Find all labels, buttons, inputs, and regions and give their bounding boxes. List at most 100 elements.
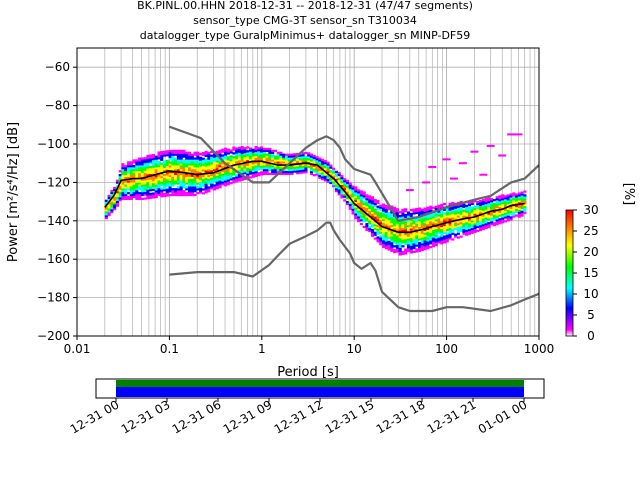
density-cell xyxy=(127,167,130,169)
density-cell xyxy=(421,237,424,239)
density-cell xyxy=(169,183,172,185)
density-cell xyxy=(205,151,208,153)
x-tick-label: 1 xyxy=(258,342,266,356)
density-cell xyxy=(399,236,402,238)
density-cell xyxy=(518,198,521,200)
density-cell xyxy=(216,168,219,170)
density-cell xyxy=(512,192,515,194)
density-cell xyxy=(354,198,357,200)
density-cell xyxy=(146,164,149,166)
density-cell xyxy=(169,179,172,181)
density-cell xyxy=(194,154,197,156)
density-cell xyxy=(335,186,338,188)
density-cell xyxy=(429,233,432,235)
density-cell xyxy=(396,247,399,249)
density-cell xyxy=(279,159,282,161)
density-cell xyxy=(465,226,468,228)
density-cell xyxy=(302,154,305,156)
density-cell xyxy=(429,235,432,237)
density-cell xyxy=(207,154,210,156)
timeline-tick-label: 12-31 09 xyxy=(221,397,275,436)
density-cell xyxy=(390,221,393,223)
density-cell xyxy=(393,249,396,251)
density-cell xyxy=(413,209,416,211)
density-cell xyxy=(135,180,138,182)
density-cell xyxy=(230,155,233,157)
density-cell xyxy=(440,233,443,235)
density-cell xyxy=(490,219,493,221)
density-cell xyxy=(335,188,338,190)
density-cell xyxy=(155,169,158,171)
density-cell xyxy=(457,210,460,212)
density-cell xyxy=(182,152,185,154)
density-cell xyxy=(188,165,191,167)
density-cell xyxy=(194,188,197,190)
density-cell xyxy=(182,154,185,156)
density-cell xyxy=(468,204,471,206)
density-cell xyxy=(121,192,124,194)
density-cell xyxy=(460,207,463,209)
density-cell xyxy=(299,160,302,162)
density-cell xyxy=(185,186,188,188)
density-cell xyxy=(205,159,208,161)
density-cell xyxy=(462,233,465,235)
density-cell xyxy=(180,159,183,161)
density-cell xyxy=(354,211,357,213)
density-cell xyxy=(473,210,476,212)
density-cell xyxy=(501,204,504,206)
density-cell xyxy=(382,221,385,223)
colorbar xyxy=(566,210,573,336)
y-tick-label: −140 xyxy=(37,214,70,228)
density-cell xyxy=(155,165,158,167)
density-cell xyxy=(188,161,191,163)
density-cell xyxy=(230,176,233,178)
density-cell xyxy=(285,171,288,173)
density-outlier-cell xyxy=(450,178,458,180)
density-cell xyxy=(390,238,393,240)
density-cell xyxy=(318,175,321,177)
density-cell xyxy=(507,198,510,200)
density-cell xyxy=(127,161,130,163)
density-cell xyxy=(363,218,366,220)
density-cell xyxy=(521,193,524,195)
density-cell xyxy=(210,182,213,184)
density-cell xyxy=(116,193,119,195)
density-cell xyxy=(352,187,355,189)
density-cell xyxy=(485,206,488,208)
density-cell xyxy=(340,194,343,196)
density-cell xyxy=(291,167,294,169)
density-cell xyxy=(194,161,197,163)
density-cell xyxy=(451,223,454,225)
density-cell xyxy=(268,173,271,175)
density-cell xyxy=(135,173,138,175)
density-cell xyxy=(498,195,501,197)
density-cell xyxy=(133,180,136,182)
density-cell xyxy=(496,198,499,200)
density-cell xyxy=(105,217,108,219)
density-cell xyxy=(152,179,155,181)
density-cell xyxy=(180,152,183,154)
density-cell xyxy=(196,161,199,163)
density-cell xyxy=(163,160,166,162)
density-cell xyxy=(177,186,180,188)
density-cell xyxy=(490,213,493,215)
density-cell xyxy=(335,177,338,179)
density-cell xyxy=(207,190,210,192)
density-cell xyxy=(144,186,147,188)
density-cell xyxy=(241,171,244,173)
density-cell xyxy=(205,178,208,180)
density-cell xyxy=(241,152,244,154)
density-cell xyxy=(357,199,360,201)
density-cell xyxy=(465,230,468,232)
density-cell xyxy=(496,213,499,215)
density-cell xyxy=(374,209,377,211)
density-cell xyxy=(202,185,205,187)
density-cell xyxy=(207,161,210,163)
density-cell xyxy=(476,222,479,224)
density-cell xyxy=(465,220,468,222)
density-cell xyxy=(133,186,136,188)
density-cell xyxy=(218,161,221,163)
density-cell xyxy=(238,149,241,151)
density-cell xyxy=(207,152,210,154)
density-cell xyxy=(182,165,185,167)
